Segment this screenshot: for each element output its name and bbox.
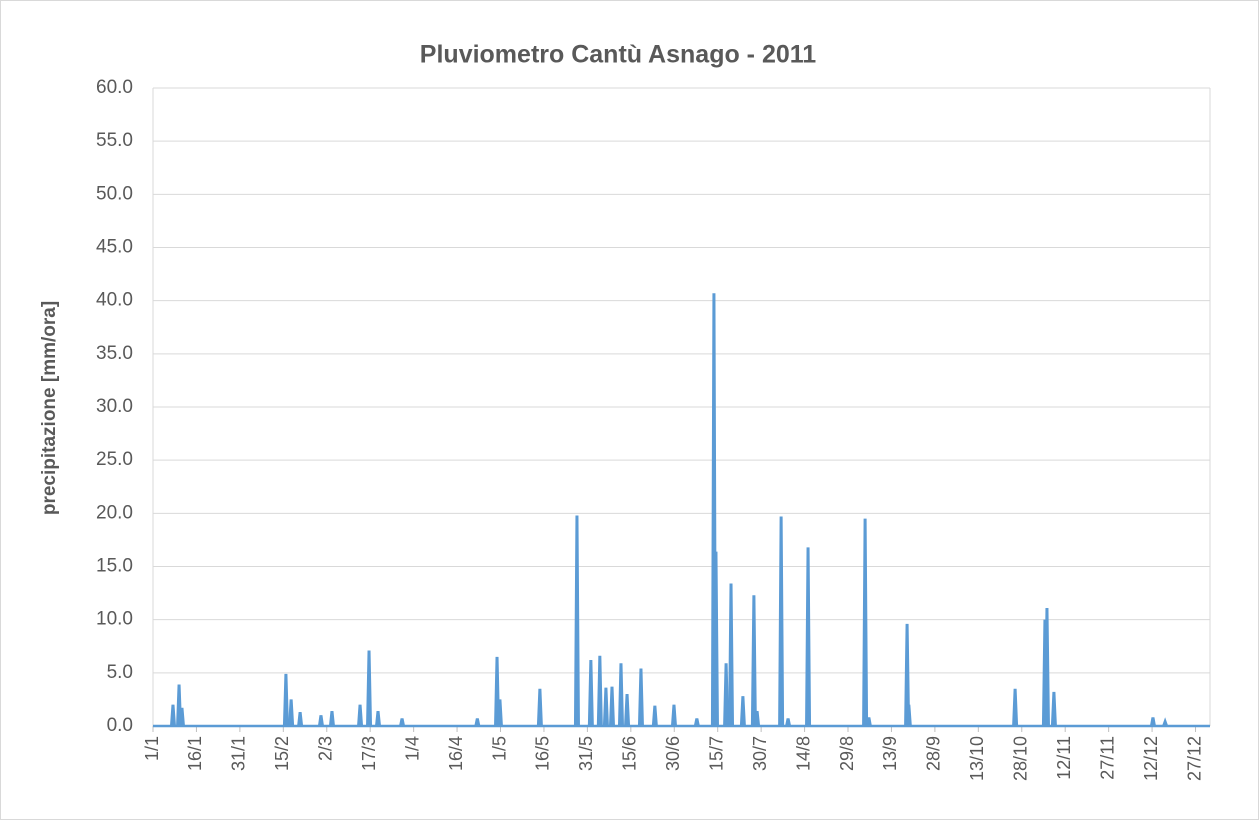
rain-spike bbox=[712, 551, 719, 727]
rain-spike bbox=[862, 518, 869, 727]
x-tick-label: 16/5 bbox=[533, 736, 553, 771]
rain-spike bbox=[617, 663, 624, 727]
rain-spike bbox=[596, 655, 603, 727]
x-tick-label: 28/9 bbox=[924, 736, 944, 771]
rain-spike bbox=[637, 668, 644, 727]
x-tick-label: 30/6 bbox=[663, 736, 683, 771]
rain-spike bbox=[754, 710, 761, 727]
rain-spike bbox=[609, 686, 615, 727]
rain-spike bbox=[865, 717, 872, 727]
rain-spike bbox=[905, 704, 912, 727]
rain-spike bbox=[1043, 607, 1050, 727]
rain-spike bbox=[624, 694, 631, 727]
rain-spike bbox=[1050, 691, 1057, 727]
y-tick-label: 40.0 bbox=[96, 290, 133, 311]
x-tick-label: 17/3 bbox=[359, 736, 379, 771]
rain-spike bbox=[494, 656, 501, 727]
x-tick-label: 30/7 bbox=[750, 736, 770, 771]
x-tick-label: 1/5 bbox=[489, 736, 509, 761]
x-tick-label: 14/8 bbox=[793, 736, 813, 771]
rain-spike bbox=[178, 707, 185, 727]
x-tick-label: 31/5 bbox=[576, 736, 596, 771]
y-tick-label: 35.0 bbox=[96, 343, 133, 364]
rain-spike bbox=[602, 687, 609, 727]
x-tick-label: 1/1 bbox=[142, 736, 162, 761]
rain-spike bbox=[728, 583, 735, 727]
y-tick-label: 5.0 bbox=[107, 662, 133, 683]
rain-spike bbox=[573, 515, 580, 727]
rain-spike bbox=[297, 712, 304, 727]
rain-spike bbox=[169, 704, 176, 727]
x-tick-label: 29/8 bbox=[837, 736, 857, 771]
rain-spike bbox=[670, 704, 677, 727]
rain-spike bbox=[785, 718, 792, 727]
rain-spike bbox=[366, 650, 373, 727]
x-tick-label: 27/12 bbox=[1184, 736, 1204, 781]
y-tick-label: 10.0 bbox=[96, 609, 133, 630]
rain-spike bbox=[375, 710, 382, 727]
rain-spike bbox=[1012, 688, 1019, 727]
rain-spike bbox=[739, 696, 746, 727]
x-tick-label: 12/11 bbox=[1054, 736, 1074, 780]
x-tick-label: 16/4 bbox=[446, 736, 466, 771]
y-tick-label: 30.0 bbox=[96, 396, 133, 417]
y-tick-label: 55.0 bbox=[96, 130, 133, 151]
y-tick-label: 25.0 bbox=[96, 449, 133, 470]
rain-spike bbox=[1162, 717, 1169, 727]
rain-spike bbox=[288, 699, 295, 727]
rain-spike bbox=[587, 660, 594, 727]
rain-spike bbox=[328, 710, 335, 727]
rain-spike bbox=[317, 715, 324, 727]
rain-spike bbox=[651, 705, 658, 727]
x-tick-label: 13/9 bbox=[880, 736, 900, 771]
y-tick-label: 0.0 bbox=[107, 715, 133, 736]
y-tick-label: 15.0 bbox=[96, 556, 133, 577]
x-tick-label: 31/1 bbox=[229, 736, 249, 771]
x-tick-label: 16/1 bbox=[185, 736, 205, 771]
x-tick-label: 15/2 bbox=[272, 736, 292, 771]
rain-spike bbox=[904, 623, 911, 727]
x-tick-label: 13/10 bbox=[967, 736, 987, 781]
rain-spike bbox=[805, 547, 812, 727]
rain-spike bbox=[399, 718, 406, 727]
y-tick-label: 50.0 bbox=[96, 183, 133, 204]
x-tick-label: 27/11 bbox=[1097, 736, 1117, 780]
y-tick-label: 60.0 bbox=[96, 77, 133, 98]
rain-spike bbox=[1149, 717, 1156, 727]
rain-spike bbox=[282, 673, 289, 727]
rain-spike bbox=[176, 684, 183, 727]
rain-spike bbox=[496, 699, 503, 727]
rain-spike bbox=[778, 516, 785, 727]
rain-spike bbox=[536, 688, 543, 727]
rain-spike bbox=[723, 663, 730, 727]
x-tick-label: 15/7 bbox=[706, 736, 726, 771]
chart-title: Pluviometro Cantù Asnago - 2011 bbox=[420, 41, 816, 69]
x-tick-label: 1/4 bbox=[402, 736, 422, 761]
rain-spike bbox=[357, 704, 364, 727]
rain-spike bbox=[750, 595, 757, 727]
y-tick-label: 45.0 bbox=[96, 237, 133, 258]
x-tick-label: 2/3 bbox=[316, 736, 336, 761]
x-tick-label: 12/12 bbox=[1141, 736, 1161, 781]
x-tick-label: 15/6 bbox=[620, 736, 640, 771]
rain-spike bbox=[474, 718, 481, 727]
x-tick-label: 28/10 bbox=[1011, 736, 1031, 781]
rain-spike bbox=[693, 718, 700, 727]
y-tick-label: 20.0 bbox=[96, 502, 133, 523]
y-axis-label: precipitazione [mm/ora] bbox=[39, 301, 60, 515]
